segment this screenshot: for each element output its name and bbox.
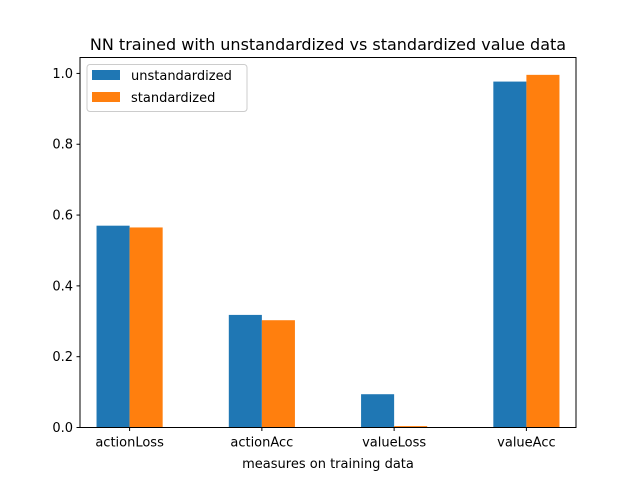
y-tick-label: 1.0: [52, 67, 73, 82]
bar-unstandardized-actionLoss: [96, 225, 130, 428]
bar-unstandardized-valueAcc: [493, 81, 527, 428]
legend-label-standardized: standardized: [131, 91, 215, 106]
x-axis: actionLoss actionAcc valueLoss valueAcc: [95, 427, 556, 451]
y-tick-label: 0.8: [52, 138, 73, 153]
legend-swatch-standardized: [92, 92, 120, 102]
bar-standardized-actionLoss: [129, 227, 163, 428]
y-axis: 0.0 0.2 0.4 0.6 0.8 1.0: [52, 67, 80, 436]
legend-swatch-unstandardized: [92, 70, 120, 80]
bar-standardized-valueLoss: [394, 426, 428, 428]
legend-box: [86, 64, 248, 112]
y-tick-label: 0.2: [52, 350, 73, 365]
x-axis-label: measures on training data: [242, 457, 414, 472]
bar-unstandardized-valueLoss: [361, 394, 395, 428]
plot-frame: [79, 57, 577, 428]
y-tick-label: 0.0: [52, 421, 73, 436]
legend-label-unstandardized: unstandardized: [131, 69, 232, 84]
bar-standardized-actionAcc: [261, 320, 295, 428]
bars-group: [96, 74, 560, 428]
bar-standardized-valueAcc: [526, 74, 560, 428]
y-tick-label: 0.6: [52, 209, 73, 224]
chart-title: NN trained with unstandardized vs standa…: [90, 35, 566, 54]
y-tick-label: 0.4: [52, 279, 73, 294]
x-tick-label-actionLoss: actionLoss: [95, 436, 164, 451]
x-tick-label-valueAcc: valueAcc: [497, 436, 555, 451]
bar-unstandardized-actionAcc: [228, 314, 262, 428]
legend: unstandardized standardized: [86, 64, 248, 112]
x-tick-label-actionAcc: actionAcc: [230, 436, 293, 451]
x-tick-label-valueLoss: valueLoss: [362, 436, 426, 451]
